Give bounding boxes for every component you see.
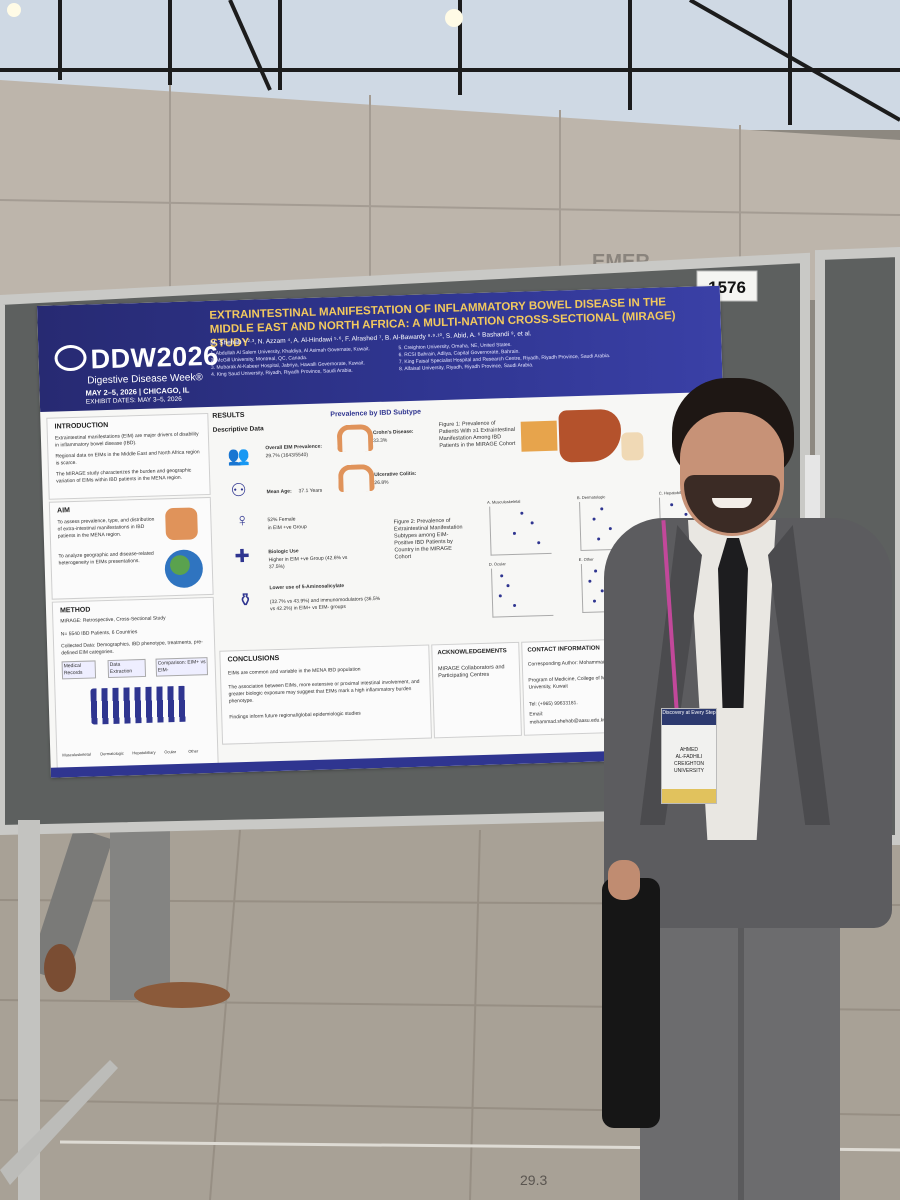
- map-region: [621, 432, 644, 461]
- figure1-caption: Figure 1: Prevalence of Patients With ≥1…: [438, 420, 516, 450]
- name-badge: Discovery at Every Step AHMED AL-FADHILI…: [661, 708, 717, 804]
- flow-step: Data Extraction: [107, 658, 147, 679]
- affiliations-left: 1. Abdullah Al Salem University, Khaldiy…: [210, 346, 370, 378]
- subtype-heading: Prevalence by IBD Subtype: [330, 408, 422, 419]
- female-icon: ♀: [235, 509, 250, 531]
- result-value: 29.7% (1643/5540): [265, 452, 309, 460]
- eim-category: Musculoskeletal: [62, 751, 91, 758]
- badge-footer-stripe: [662, 789, 716, 803]
- badge-first-name: AHMED: [679, 747, 699, 753]
- flow-step: Medical Records: [61, 660, 97, 680]
- aim-heading: AIM: [56, 507, 71, 515]
- exhibit-dates: EXHIBIT DATES: MAY 3–5, 2026: [85, 395, 182, 406]
- map-region: [520, 420, 558, 452]
- subtype-label: Crohn's Disease:: [372, 428, 414, 437]
- contact-email-label: Email:: [529, 711, 544, 718]
- person-smile: [712, 498, 752, 508]
- wall: [0, 80, 900, 300]
- musculoskeletal-dot-chart: [489, 504, 552, 556]
- badge-name: AHMED AL-FADHILI CREIGHTON UNIVERSITY: [662, 747, 716, 775]
- eim-category: Hepatobiliary: [132, 749, 156, 756]
- trouser-crease: [738, 900, 744, 1200]
- map-region-saudi: [558, 408, 622, 463]
- eim-category: Ocular: [164, 749, 177, 755]
- ddw-logo-icon: [54, 344, 87, 372]
- panel-title: B. Dermatologic: [576, 494, 606, 501]
- results-heading: RESULTS: [212, 411, 245, 420]
- descriptive-heading: Descriptive Data: [212, 425, 264, 434]
- badge-last-name: AL-FADHILI: [675, 754, 703, 760]
- badge-top-text: Discovery at Every Step: [662, 709, 716, 725]
- result-value: in EIM +ve Group: [267, 524, 307, 532]
- subtype-label: Ulcerative Colitis:: [374, 470, 417, 479]
- board-leg: [18, 820, 40, 1200]
- person-hand: [608, 860, 640, 900]
- eim-category: Dermatologic: [100, 750, 124, 757]
- panel-title: E. Other: [578, 556, 594, 563]
- result-label: Mean Age:: [266, 488, 292, 496]
- ddw-logo-subtitle: Digestive Disease Week®: [87, 372, 203, 387]
- subtype-value: 26.8%: [374, 479, 389, 487]
- contact-tel: Tel: (+965) 99633181.: [528, 700, 578, 708]
- figure2-caption: Figure 2: Prevalence of Extraintestinal …: [393, 517, 463, 561]
- poster-header: DDW2026 Digestive Disease Week® MAY 2–5,…: [37, 285, 723, 412]
- mena-map: [520, 408, 652, 474]
- acknowledgements-box: [431, 641, 522, 739]
- medkit-icon: ✚: [234, 545, 250, 567]
- badge-organization: CREIGHTON UNIVERSITY: [673, 761, 704, 774]
- result-label: Lower use of 5-Aminosalicylate: [269, 583, 345, 592]
- panel-title: D. Ocular: [488, 561, 506, 567]
- method-heading: METHOD: [59, 606, 91, 615]
- attendee-leg: [28, 827, 113, 983]
- result-value: Higher in EIM +ve Group (42.6% vs 37.5%): [268, 554, 348, 571]
- intestine-icon: [165, 507, 198, 541]
- floor-marking: 29.3: [520, 1172, 547, 1188]
- result-label: 52% Female: [267, 516, 296, 524]
- result-value: 37.1 Years: [298, 487, 323, 495]
- flow-step: Comparison: EIM+ vs EIM-: [155, 657, 209, 677]
- result-label: Overall EIM Prevalence:: [265, 443, 323, 452]
- people-icon: 👥: [227, 445, 251, 467]
- patients-figures-icon: [90, 685, 188, 725]
- medicine-bottle-icon: ⚱: [237, 589, 254, 611]
- ddw-logo: DDW2026: [54, 341, 219, 377]
- ocular-dot-chart: [490, 566, 554, 618]
- result-value: (32.7% vs 43.9%) and immunomodulators (3…: [269, 595, 381, 613]
- ceiling-light: [445, 9, 463, 27]
- panel-title: A. Musculoskeletal: [486, 498, 521, 505]
- attendee-shoe: [134, 982, 230, 1008]
- colitis-colon-icon: [337, 464, 375, 493]
- result-label: Biologic Use: [268, 548, 299, 556]
- laptop-bag: [602, 878, 660, 1128]
- subtype-value: 33.3%: [373, 437, 388, 445]
- aim-bullet: To assess prevalence, type, and distribu…: [57, 516, 155, 540]
- couple-icon: ⚇: [230, 479, 247, 501]
- acknowledgements-text: MIRAGE Collaborators and Participating C…: [437, 664, 505, 680]
- eim-category: Other: [188, 748, 199, 754]
- crohns-intestine-icon: [336, 424, 374, 453]
- person-tie: [718, 538, 748, 708]
